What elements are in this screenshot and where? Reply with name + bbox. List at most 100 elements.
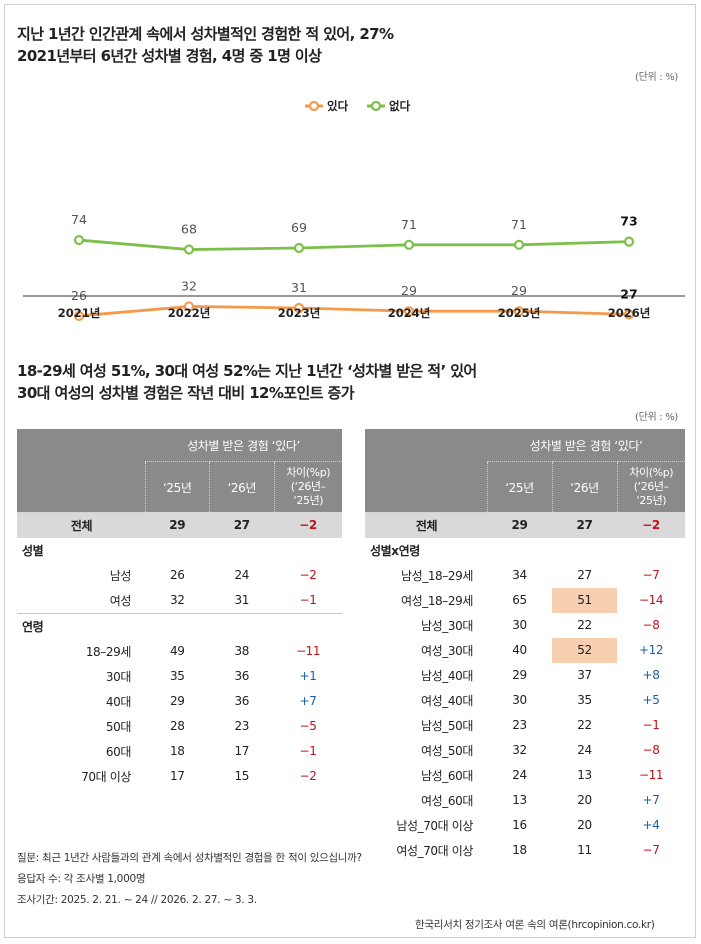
table-row: 여성_30대 40 52 +12	[365, 637, 685, 663]
group-label: 성별	[22, 543, 44, 558]
value-y26: 17	[234, 744, 250, 758]
value-y26: 24	[577, 743, 592, 757]
data-label-s1-1: 26	[71, 288, 87, 303]
value-y26: 20	[577, 793, 592, 807]
value-y26: 27	[577, 568, 592, 582]
value-y26: 23	[234, 719, 250, 733]
header-y25: ‘25년	[144, 461, 210, 512]
table-title: 18-29세 여성 51%, 30대 여성 52%는 지난 1년간 ‘성차별 받…	[17, 360, 477, 404]
table-row: 여성_60대 13 20 +7	[365, 788, 685, 813]
data-point-s1-6	[623, 309, 635, 320]
row-label: 전체	[365, 512, 487, 538]
legend-label-1: 있다	[327, 99, 349, 113]
value-y25: 29	[145, 512, 210, 538]
value-y25: 30	[512, 618, 527, 632]
data-label-s2-4: 71	[401, 217, 417, 232]
table-row: 남성_60대 24 13 −11	[365, 763, 685, 788]
chart-title-line-2: 2021년부터 6년간 성차별 경험, 4명 중 1명 이상	[17, 47, 322, 65]
header-group: 성차별 받은 경험 ‘있다’	[487, 429, 685, 462]
table-unit: (단위 : %)	[635, 412, 679, 423]
value-y25: 16	[512, 818, 527, 832]
data-label-s1-2: 32	[181, 278, 197, 293]
data-label-s2-2: 68	[181, 222, 197, 237]
data-point-s2-1	[73, 234, 85, 246]
value-diff: −2	[274, 512, 342, 538]
value-y25: 18	[170, 744, 185, 758]
row-label: 60대	[105, 744, 132, 759]
row-label: 남성_40대	[421, 668, 473, 683]
value-y26: 15	[234, 769, 250, 783]
row-label: 여성_60대	[421, 793, 473, 808]
data-point-s1-5	[513, 306, 525, 317]
header-diff: 차이(%p) (‘26년– ‘25년)	[616, 461, 685, 512]
legend-marker-2	[370, 100, 382, 112]
value-y26: 22	[577, 718, 592, 732]
row-label: 남성_30대	[421, 618, 473, 633]
header-group: 성차별 받은 경험 ‘있다’	[145, 429, 342, 462]
table-row: 60대 18 17 −1	[17, 739, 342, 764]
series-line-2	[78, 238, 630, 251]
row-label: 여성_18–29세	[400, 593, 473, 608]
row-label: 전체	[17, 512, 145, 538]
table-row: 전체 29 27 −2	[17, 512, 342, 538]
value-y26: 52	[552, 637, 617, 663]
value-y25: 24	[512, 768, 527, 782]
data-label-s2-3: 69	[291, 220, 307, 235]
value-diff: −1	[642, 718, 660, 732]
value-y25: 29	[512, 668, 527, 682]
value-y25: 17	[170, 769, 185, 783]
data-point-s2-6	[623, 236, 635, 247]
value-y25: 29	[170, 694, 185, 708]
data-point-s2-4	[403, 239, 415, 250]
table-row: 남성 26 24 −2	[17, 563, 342, 588]
right-table: 성차별 받은 경험 ‘있다’ ‘25년 ‘26년 차이(%p) (‘26년– ‘25년) 전…	[365, 429, 685, 863]
group-label: 연령	[17, 612, 342, 639]
value-y25: 34	[512, 568, 527, 582]
row-label: 여성_30대	[421, 643, 473, 658]
row-label: 여성_70대 이상	[396, 843, 473, 858]
value-diff: −1	[299, 744, 317, 758]
value-diff: −1	[299, 593, 317, 607]
source-credit: 한국리서치 정기조사 여론 속의 여론(hrcopinion.co.kr)	[415, 919, 655, 931]
value-diff: +1	[299, 669, 317, 683]
row-label: 남성_18–29세	[400, 568, 473, 583]
table-row: 여성_18–29세 65 51 −14	[365, 587, 685, 613]
data-point-s1-3	[293, 302, 305, 314]
x-tick-label-1: 2021년	[58, 306, 101, 320]
value-diff: +12	[638, 643, 664, 657]
chart-title: 지난 1년간 인간관계 속에서 성차별적인 경험한 적 있어, 27% 2021…	[17, 23, 394, 67]
row-label: 50대	[105, 719, 132, 734]
value-diff: −8	[642, 743, 660, 757]
data-point-s1-1	[73, 310, 85, 322]
value-diff: −11	[638, 768, 664, 782]
x-tick-label-2: 2022년	[168, 306, 211, 320]
footnote-question: 질문: 최근 1년간 사람들과의 관계 속에서 성차별적인 경험을 한 적이 있…	[17, 852, 362, 864]
value-y26: 24	[234, 568, 250, 582]
table-row: 여성_50대 32 24 −8	[365, 738, 685, 763]
value-y26: 36	[234, 669, 250, 683]
value-diff: −7	[642, 843, 660, 857]
row-label: 여성_50대	[421, 743, 473, 758]
chart-title-line-1: 지난 1년간 인간관계 속에서 성차별적인 경험한 적 있어, 27%	[17, 25, 394, 43]
data-point-s2-5	[513, 239, 525, 250]
value-y25: 18	[512, 843, 527, 857]
row-label: 남성_70대 이상	[396, 818, 473, 833]
data-point-s1-4	[403, 306, 415, 317]
value-y26: 31	[234, 593, 250, 607]
x-tick-label-3: 2023년	[278, 306, 321, 320]
footnote-period: 조사기간: 2025. 2. 21. ~ 24 // 2026. 2. 27. …	[17, 894, 257, 906]
header-y25: ‘25년	[486, 461, 552, 512]
value-y26: 38	[234, 644, 250, 658]
table-row: 여성_70대 이상 18 11 −7	[365, 838, 685, 863]
table-row: 남성_30대 30 22 −8	[365, 613, 685, 638]
value-y25: 49	[170, 644, 185, 658]
data-label-s2-1: 74	[71, 212, 87, 227]
x-tick-label-5: 2025년	[498, 306, 541, 320]
value-diff: +5	[642, 693, 660, 707]
data-label-s1-5: 29	[511, 283, 527, 298]
table-row: 여성_40대 30 35 +5	[365, 688, 685, 713]
row-label: 여성_40대	[421, 693, 473, 708]
table-row: 남성_40대 29 37 +8	[365, 663, 685, 688]
value-diff: −14	[638, 593, 664, 607]
value-y26: 35	[577, 693, 592, 707]
